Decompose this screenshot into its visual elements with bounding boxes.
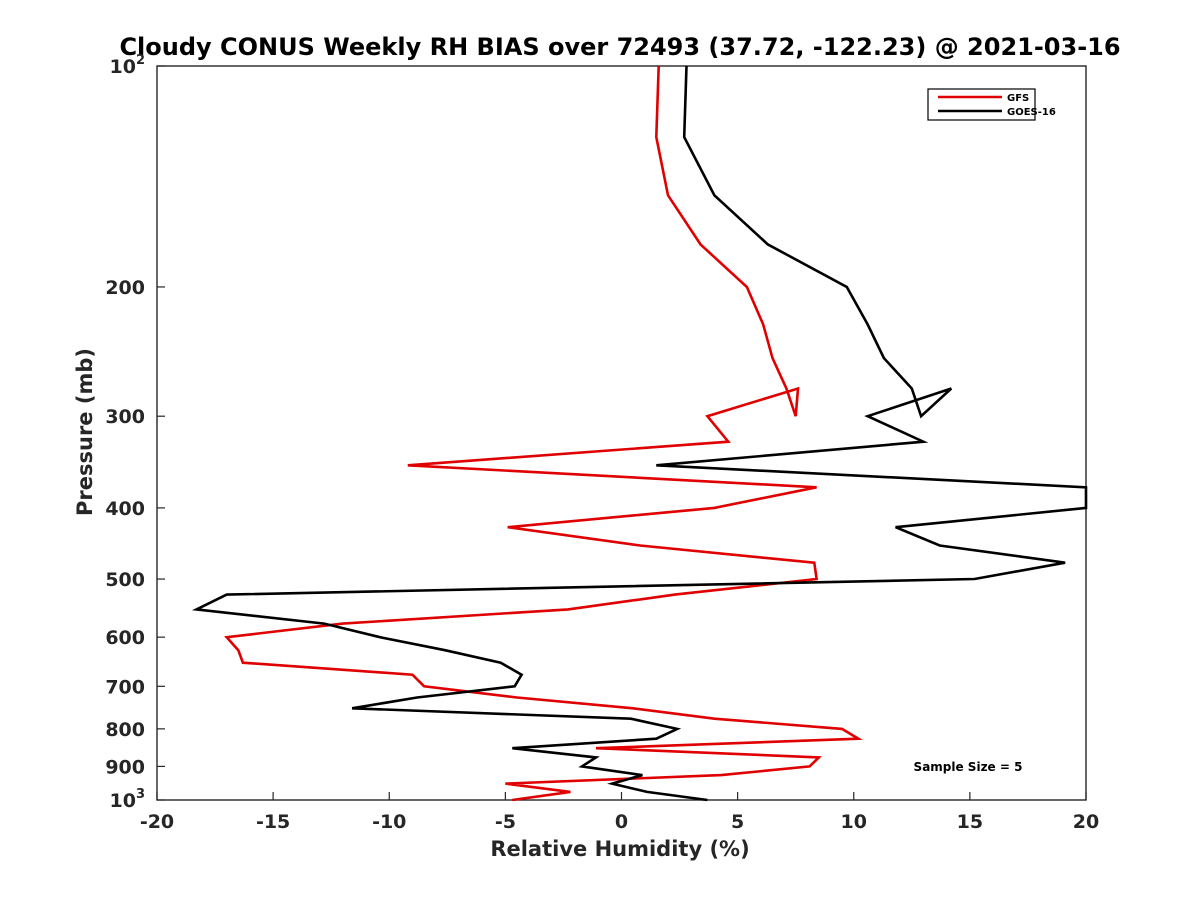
y-tick-label: 300 [105, 406, 145, 428]
x-axis-ticks: -20 -15 -10 -5 0 5 10 15 20 [140, 792, 1099, 833]
series-line-goes-16 [191, 65, 1088, 802]
y-axis-ticks: 102 200 300 400 500 600 700 800 900 103 [105, 53, 165, 812]
x-tick-label: 0 [615, 811, 628, 833]
legend: GFS GOES-16 [927, 88, 1056, 121]
x-tick-label: -15 [256, 811, 290, 833]
x-tick-label: -20 [140, 811, 174, 833]
x-tick-label: -5 [495, 811, 516, 833]
series-line-gfs [224, 65, 863, 802]
y-tick-label: 800 [105, 719, 145, 741]
x-tick-label: 10 [841, 811, 867, 833]
y-tick-label: 900 [105, 756, 145, 778]
x-axis-title: Relative Humidity (%) [490, 837, 749, 861]
x-tick-label: 15 [957, 811, 983, 833]
sample-size-annotation: Sample Size = 5 [914, 760, 1023, 774]
x-tick-label: 5 [731, 811, 744, 833]
legend-label: GFS [1007, 93, 1029, 104]
y-tick-label: 102 [110, 53, 146, 78]
y-tick-label: 103 [110, 787, 146, 812]
x-tick-label: -10 [372, 811, 406, 833]
chart-title: Cloudy CONUS Weekly RH BIAS over 72493 (… [119, 33, 1120, 61]
y-tick-label: 600 [105, 627, 145, 649]
y-tick-label: 700 [105, 676, 145, 698]
y-axis-title: Pressure (mb) [73, 348, 97, 516]
y-tick-label: 200 [105, 277, 145, 299]
y-tick-label: 500 [105, 569, 145, 591]
series-lines [191, 65, 1088, 802]
x-tick-label: 20 [1073, 811, 1099, 833]
legend-label: GOES-16 [1007, 107, 1056, 118]
y-tick-label: 400 [105, 498, 145, 520]
legend-box [927, 88, 1036, 121]
